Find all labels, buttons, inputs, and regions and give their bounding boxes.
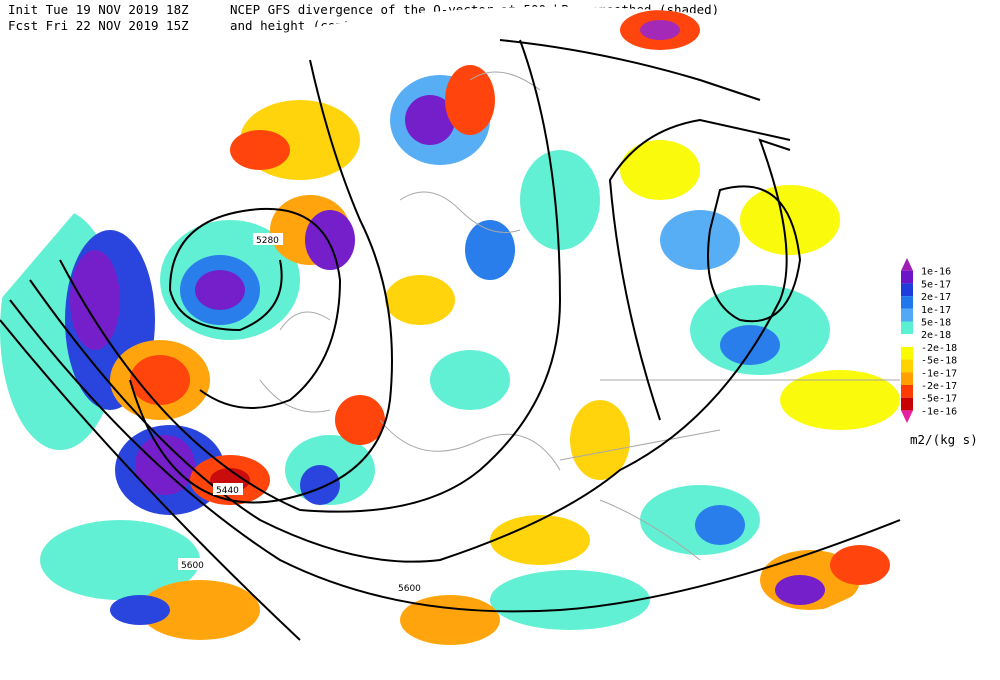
colorbar-label: 1e-17 bbox=[921, 305, 951, 316]
label-box bbox=[178, 558, 208, 570]
label-box bbox=[395, 581, 425, 593]
colorbar-label: 2e-17 bbox=[921, 292, 951, 303]
contour-label: 5600 bbox=[181, 561, 204, 571]
colorbar-label: 2e-18 bbox=[921, 330, 951, 341]
colorbar-box bbox=[901, 346, 913, 360]
label-box bbox=[253, 233, 283, 245]
height-contours bbox=[0, 39, 901, 641]
contour-labels: 5280 5440 5600 5600 bbox=[178, 233, 425, 594]
colorbar-label: -2e-18 bbox=[921, 343, 957, 354]
colorbar-label: -2e-17 bbox=[921, 381, 957, 392]
contour-label: 5600 bbox=[398, 584, 421, 594]
colorbar-box bbox=[901, 308, 913, 322]
colorbar-box bbox=[901, 397, 913, 411]
colorbar-label: -1e-16 bbox=[921, 406, 957, 417]
colorbar-box bbox=[901, 359, 913, 373]
forecast-time: Fcst Fri 22 NOV 2019 15Z bbox=[8, 18, 189, 33]
colorbar-box bbox=[901, 296, 913, 309]
colorbar-label: -1e-17 bbox=[921, 368, 957, 379]
map-field bbox=[0, 10, 900, 645]
contour-label: 5280 bbox=[256, 236, 279, 246]
colorbar-box bbox=[901, 372, 913, 385]
colorbar-box bbox=[901, 385, 913, 398]
colorbar-label: 5e-18 bbox=[921, 318, 951, 329]
label-box bbox=[213, 483, 243, 495]
colorbar-label: -5e-17 bbox=[921, 394, 957, 405]
colorbar-box bbox=[901, 334, 913, 347]
colorbar-unit: m2/(kg s) bbox=[910, 432, 978, 447]
colorbar-label: 1e-16 bbox=[921, 267, 951, 278]
colorbar-box bbox=[901, 283, 913, 297]
colorbar-box bbox=[901, 270, 913, 284]
colorbar-box bbox=[901, 321, 913, 335]
colorbar-cap bbox=[901, 410, 913, 424]
colorbar-label: 5e-17 bbox=[921, 279, 951, 290]
colorbar-label: -5e-18 bbox=[921, 356, 957, 367]
contour-label: 5440 bbox=[216, 486, 239, 496]
colorbar-cap bbox=[901, 258, 913, 271]
init-time: Init Tue 19 NOV 2019 18Z bbox=[8, 2, 189, 17]
